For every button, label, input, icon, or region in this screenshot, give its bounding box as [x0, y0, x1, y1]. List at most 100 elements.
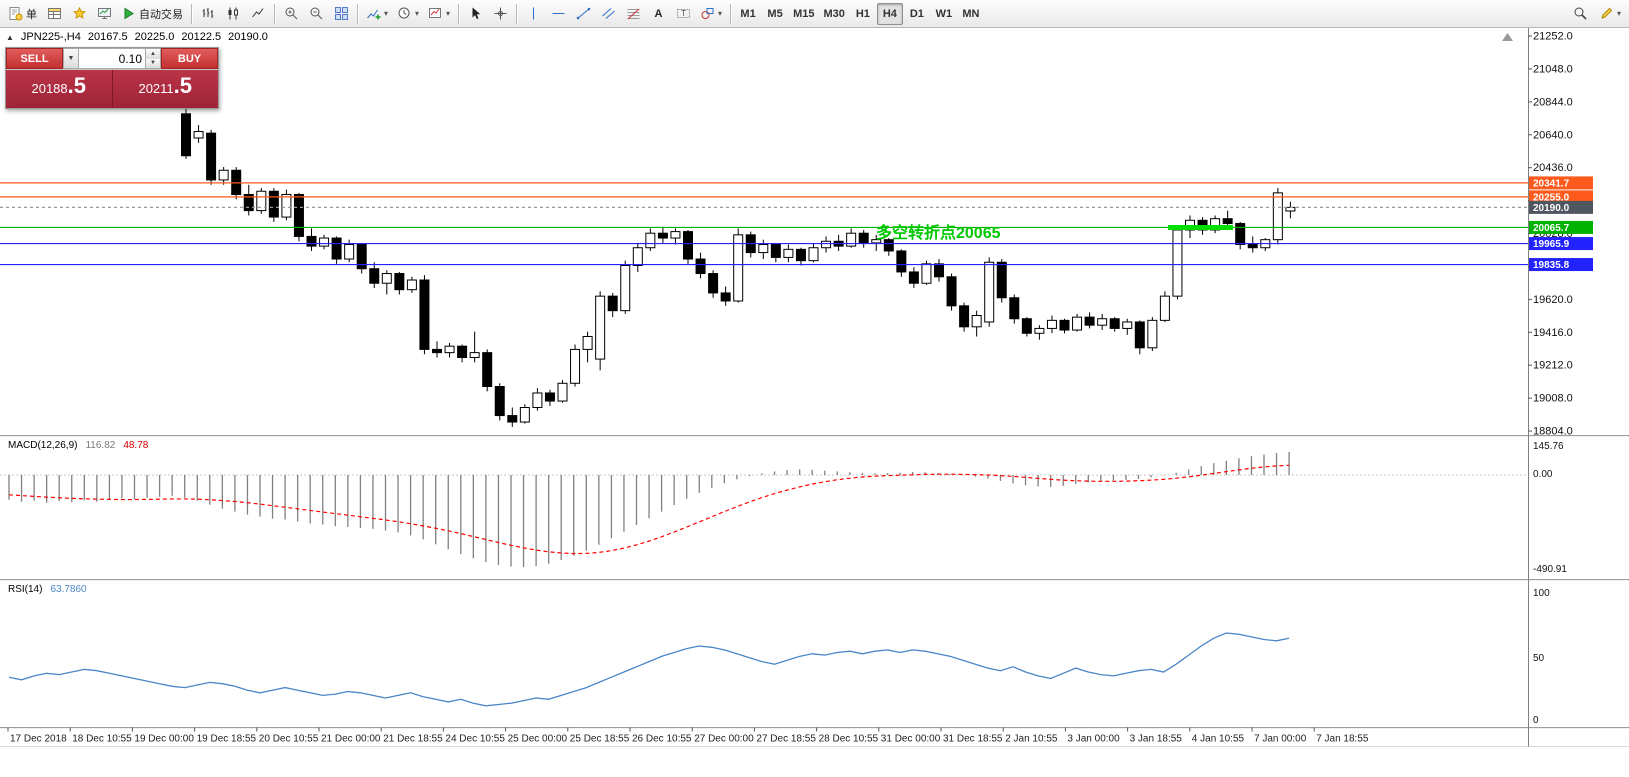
- sell-label: SELL: [20, 52, 49, 65]
- bear-candle: [243, 193, 254, 212]
- time-label: 7 Jan 18:55: [1316, 734, 1369, 745]
- sell-price-frac: .5: [67, 73, 86, 98]
- bear-candle: [1222, 218, 1233, 225]
- chart-shift-marker[interactable]: [1502, 33, 1513, 41]
- crosshair-button[interactable]: [488, 3, 512, 25]
- text-label-button[interactable]: T: [671, 3, 695, 25]
- rsi-label: RSI(14) 63.7860: [8, 584, 87, 595]
- price-badge-label: 20190.0: [1533, 203, 1570, 214]
- periods-button[interactable]: ▾: [393, 3, 423, 25]
- timeframe-h1-button[interactable]: H1: [850, 3, 876, 25]
- bull-candle: [281, 193, 292, 218]
- navigator-button[interactable]: [67, 3, 91, 25]
- dropdown-caret-icon: ▾: [415, 9, 420, 18]
- search-icon: [1574, 7, 1588, 20]
- bull-candle: [971, 315, 982, 328]
- text-button[interactable]: A: [646, 3, 670, 25]
- low-value: 20122.5: [181, 31, 222, 43]
- volume-stepper[interactable]: ▲ ▼: [146, 48, 161, 69]
- timeframe-m5-button[interactable]: M5: [762, 3, 788, 25]
- bull-candle: [444, 345, 455, 354]
- price-tick-label: 20844.0: [1533, 96, 1573, 108]
- timeframe-w1-button[interactable]: W1: [931, 3, 957, 25]
- bear-candle: [858, 232, 869, 244]
- price-tick-label: 20436.0: [1533, 162, 1573, 174]
- time-label: 3 Jan 18:55: [1130, 734, 1183, 745]
- open-value: 20167.5: [87, 31, 128, 43]
- bull-candle: [1034, 327, 1045, 334]
- fibonacci-icon: [627, 8, 640, 20]
- timeframe-d1-button[interactable]: D1: [904, 3, 930, 25]
- rsi-axis-bottom: 0: [1533, 715, 1539, 726]
- new-order-button[interactable]: 单: [4, 3, 41, 25]
- time-label: 17 Dec 2018: [10, 734, 67, 745]
- zoom-out-button[interactable]: [304, 3, 328, 25]
- timeframe-m1-button[interactable]: M1: [735, 3, 761, 25]
- bear-candle: [795, 248, 806, 262]
- bear-candle: [331, 237, 342, 260]
- sell-dropdown[interactable]: ▼: [63, 48, 79, 69]
- bull-candle: [381, 273, 392, 284]
- dropdown-caret-icon: ▾: [384, 9, 389, 18]
- indicators-button[interactable]: ▾: [362, 3, 392, 25]
- bull-candle: [1072, 316, 1083, 331]
- horizontal-line-button[interactable]: [546, 3, 570, 25]
- chart-line-button[interactable]: [246, 3, 270, 25]
- autotrade-label: 自动交易: [139, 8, 183, 21]
- bull-candle: [256, 190, 267, 212]
- timeframe-m15-button[interactable]: M15: [789, 3, 818, 25]
- bear-candle: [1235, 223, 1246, 246]
- channel-button[interactable]: [596, 3, 620, 25]
- buy-button[interactable]: BUY: [161, 48, 218, 69]
- autotrade-play-icon: [124, 7, 134, 20]
- timeframe-h4-button[interactable]: H4: [876, 2, 903, 25]
- macd-signal-value: 48.78: [123, 440, 149, 451]
- sell-price-display[interactable]: 20188.5: [6, 70, 113, 108]
- bear-candle: [544, 392, 555, 402]
- bear-candle: [720, 292, 731, 302]
- autotrade-button[interactable]: 自动交易: [117, 3, 187, 25]
- edit-button[interactable]: ▾: [1595, 3, 1625, 25]
- templates-button[interactable]: ▾: [424, 3, 454, 25]
- timeframe-m30-button[interactable]: M30: [819, 3, 848, 25]
- timeframe-mn-button[interactable]: MN: [958, 3, 984, 25]
- one-click-collapse-toggle[interactable]: ▲: [6, 32, 14, 42]
- time-label: 18 Dec 10:55: [72, 734, 132, 745]
- trendline-button[interactable]: [571, 3, 595, 25]
- svg-text:A: A: [654, 8, 662, 20]
- template-icon: [429, 8, 442, 18]
- bull-candle: [1210, 218, 1221, 231]
- chart-bars-button[interactable]: [196, 3, 220, 25]
- one-click-trading-widget: SELL ▼ ▲▼ BUY 20188.5 20211.5: [5, 47, 219, 109]
- terminal-button[interactable]: [92, 3, 116, 25]
- chart-candles-button[interactable]: [221, 3, 245, 25]
- price-badge: [1529, 237, 1593, 251]
- bull-candle: [670, 231, 681, 239]
- bear-candle: [1021, 318, 1032, 334]
- price-tick-label: 19008.0: [1533, 393, 1573, 405]
- bear-candle: [996, 261, 1007, 299]
- buy-price-display[interactable]: 20211.5: [112, 70, 218, 108]
- bull-candle: [1122, 321, 1133, 329]
- market-watch-button[interactable]: [42, 3, 66, 25]
- rsi-name: RSI(14): [8, 584, 43, 595]
- toolbar-separator: [191, 3, 192, 24]
- price-tick-label: 18804.0: [1533, 426, 1573, 438]
- cursor-button[interactable]: [463, 3, 487, 25]
- macd-axis-zero: 0.00: [1533, 469, 1553, 480]
- bull-candle: [1272, 192, 1283, 241]
- sell-button[interactable]: SELL: [6, 48, 63, 69]
- vertical-line-button[interactable]: [521, 3, 545, 25]
- price-badge-label: 20255.0: [1533, 192, 1570, 203]
- chart-annotation[interactable]: 多空转折点20065: [876, 225, 1001, 242]
- bull-candle: [570, 348, 581, 384]
- bull-candle: [319, 237, 330, 247]
- volume-input[interactable]: [79, 48, 146, 69]
- price-badge: [1529, 190, 1593, 204]
- shapes-button[interactable]: ▾: [696, 3, 726, 25]
- search-button[interactable]: [1569, 3, 1593, 25]
- zoom-in-button[interactable]: [279, 3, 303, 25]
- fibonacci-button[interactable]: [621, 3, 645, 25]
- sell-price-main: 20188: [31, 81, 68, 96]
- tile-windows-button[interactable]: [329, 3, 353, 25]
